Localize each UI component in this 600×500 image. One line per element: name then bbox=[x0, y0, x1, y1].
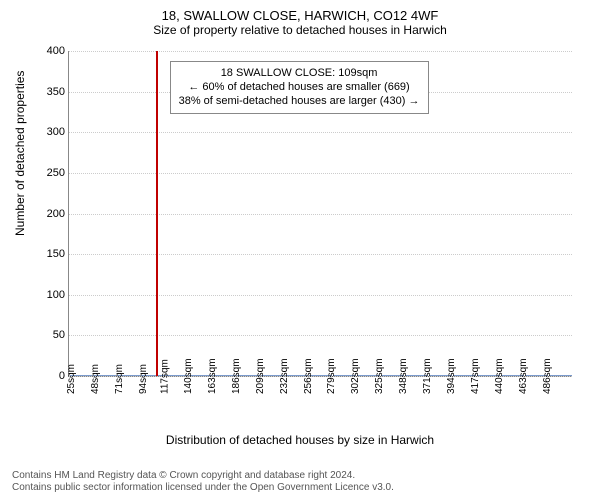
page-title: 18, SWALLOW CLOSE, HARWICH, CO12 4WF bbox=[12, 8, 588, 23]
gridline bbox=[69, 132, 572, 133]
y-tick-label: 200 bbox=[47, 208, 69, 220]
gridline bbox=[69, 295, 572, 296]
y-tick-label: 250 bbox=[47, 167, 69, 179]
gridline bbox=[69, 376, 572, 377]
footer-line-2: Contains public sector information licen… bbox=[12, 482, 588, 494]
footer: Contains HM Land Registry data © Crown c… bbox=[12, 470, 588, 494]
chart-area: Number of detached properties 25sqm48sqm… bbox=[12, 41, 588, 431]
footer-line-1: Contains HM Land Registry data © Crown c… bbox=[12, 470, 588, 482]
gridline bbox=[69, 254, 572, 255]
y-tick-label: 150 bbox=[47, 248, 69, 260]
gridline bbox=[69, 214, 572, 215]
y-tick-label: 350 bbox=[47, 86, 69, 98]
page-subtitle: Size of property relative to detached ho… bbox=[12, 23, 588, 37]
annotation-box: 18 SWALLOW CLOSE: 109sqm ← 60% of detach… bbox=[170, 61, 429, 114]
annotation-line-2: ← 60% of detached houses are smaller (66… bbox=[179, 80, 420, 94]
plot-region: 25sqm48sqm71sqm94sqm117sqm140sqm163sqm18… bbox=[68, 51, 572, 377]
property-marker-line bbox=[156, 51, 158, 376]
annotation-line-3: 38% of semi-detached houses are larger (… bbox=[179, 94, 420, 108]
y-tick-label: 400 bbox=[47, 45, 69, 57]
y-tick-label: 300 bbox=[47, 126, 69, 138]
y-tick-label: 50 bbox=[53, 329, 69, 341]
x-tick-label: 48sqm bbox=[90, 364, 101, 394]
chart-container: 18, SWALLOW CLOSE, HARWICH, CO12 4WF Siz… bbox=[0, 0, 600, 500]
gridline bbox=[69, 51, 572, 52]
x-axis-label: Distribution of detached houses by size … bbox=[12, 433, 588, 447]
gridline bbox=[69, 173, 572, 174]
x-tick-label: 94sqm bbox=[138, 364, 149, 394]
y-axis-label: Number of detached properties bbox=[13, 71, 27, 236]
x-tick-label: 71sqm bbox=[114, 364, 125, 394]
y-tick-label: 0 bbox=[59, 370, 69, 382]
y-tick-label: 100 bbox=[47, 289, 69, 301]
gridline bbox=[69, 335, 572, 336]
annotation-line-1: 18 SWALLOW CLOSE: 109sqm bbox=[179, 66, 420, 80]
